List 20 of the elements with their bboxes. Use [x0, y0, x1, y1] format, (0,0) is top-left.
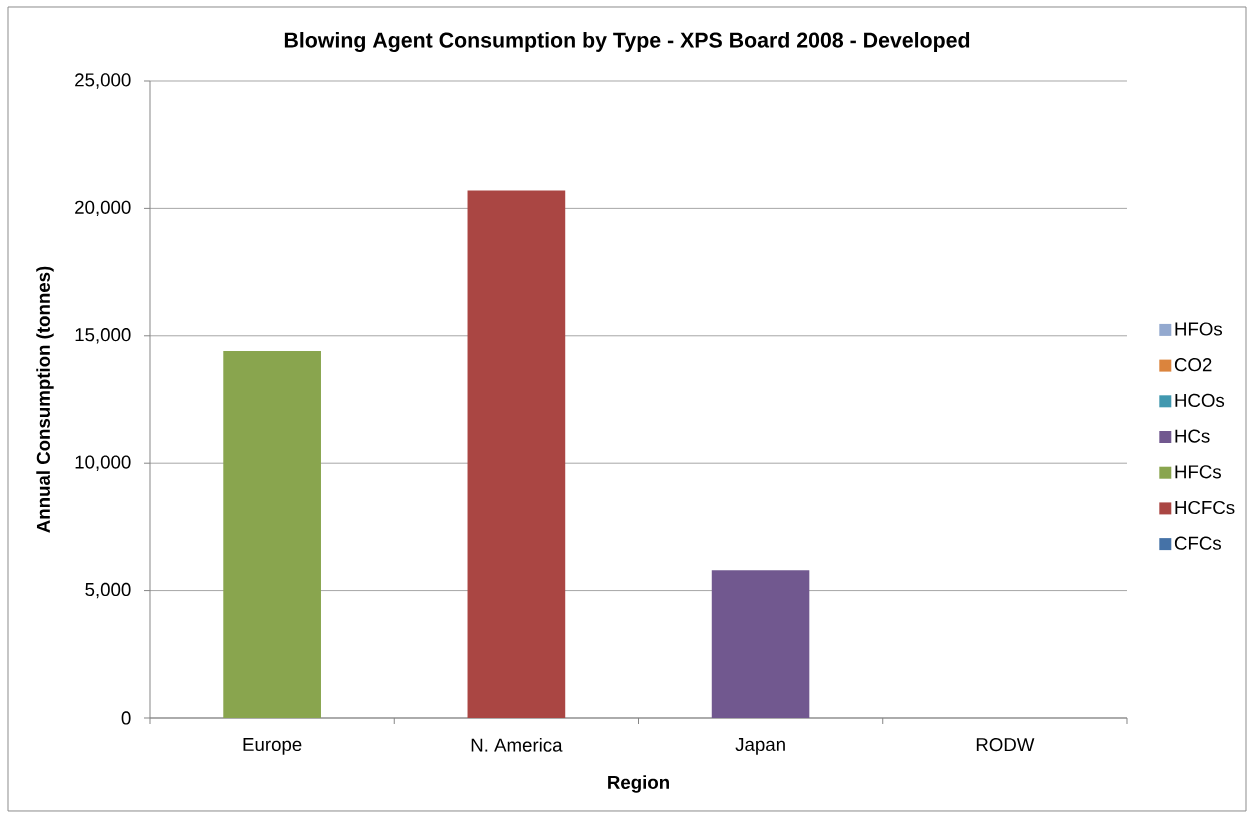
legend-label: HCOs [1175, 393, 1225, 408]
y-tick-label: 0 [121, 711, 131, 725]
legend-label: HCs [1175, 429, 1210, 443]
chart-title: Blowing Agent Consumption by Type - XPS Board 2008 - Developed [284, 32, 970, 52]
x-axis-title: Region [608, 775, 669, 793]
legend-label: HCFCs [1175, 500, 1235, 515]
legend-label: CFCs [1174, 536, 1221, 550]
x-tick-label: N. America [471, 738, 563, 752]
y-tick-label: 20,000 [75, 200, 131, 217]
x-tick-label: RODW [976, 738, 1035, 752]
y-tick-label: 15,000 [75, 328, 131, 344]
legend-label: CO2 [1174, 358, 1212, 372]
x-tick-label: Europe [243, 738, 302, 755]
y-tick-label: 10,000 [75, 455, 131, 471]
legend-label: HFOs [1175, 322, 1223, 336]
x-tick-label: Japan [735, 738, 785, 755]
y-axis-title: Annual Consumption (tonnes) [36, 266, 54, 533]
y-tick-label: 5,000 [85, 582, 131, 599]
y-tick-label: 25,000 [75, 73, 131, 89]
legend-label: HFCs [1175, 465, 1221, 479]
